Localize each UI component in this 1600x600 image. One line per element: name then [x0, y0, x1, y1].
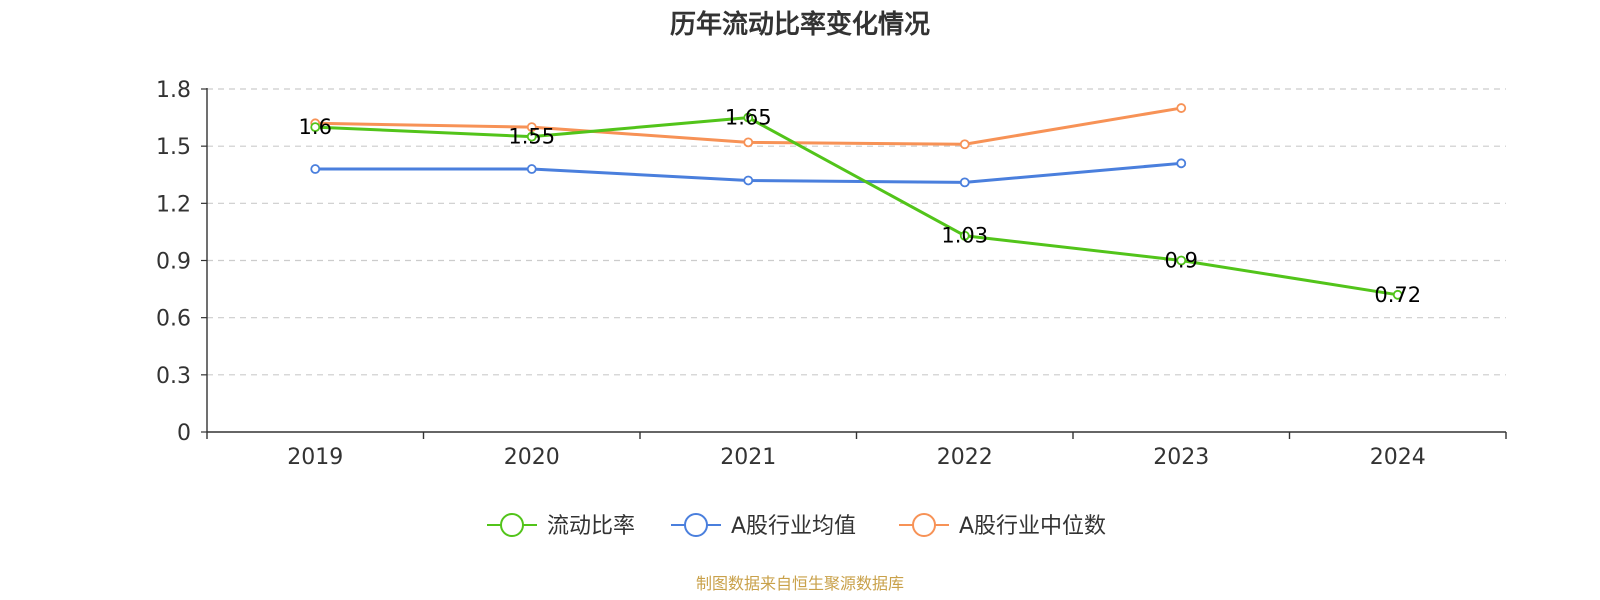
- legend: 流动比率 A股行业均值 A股行业中位数: [487, 513, 1106, 539]
- data-point: [1176, 255, 1187, 266]
- y-tick-label: 0.9: [156, 250, 191, 275]
- data-label: 1.55: [508, 125, 555, 149]
- data-labels: 1.6 1.55 1.65 1.03 0.9 0.72: [299, 106, 1422, 307]
- series-2: [310, 103, 1187, 150]
- legend-label: 流动比率: [547, 514, 635, 539]
- data-point: [959, 139, 970, 150]
- y-tick-label: 0.6: [156, 307, 191, 332]
- data-point: [310, 164, 321, 174]
- y-tick-label: 0.3: [156, 364, 191, 389]
- legend-marker: [500, 513, 524, 537]
- grid-lines: [207, 88, 1506, 376]
- y-tick-label: 1.5: [156, 135, 191, 160]
- source-note: 制图数据来自恒生聚源数据库: [696, 574, 904, 593]
- axes: 0 0.3 0.6 0.9 1.2 1.5 1.8 2019 2020 2021 2022 2023 2…: [156, 78, 1507, 470]
- chart-title: 历年流动比率变化情况: [670, 9, 930, 40]
- data-point: [526, 122, 537, 133]
- legend-label: A股行业中位数: [959, 514, 1106, 539]
- data-point: [310, 122, 321, 133]
- y-tick-label: 0: [177, 421, 191, 446]
- legend-label: A股行业均值: [731, 514, 856, 539]
- data-point: [1392, 289, 1403, 300]
- data-point: [1176, 158, 1187, 169]
- series-group: [310, 103, 1403, 300]
- series-line: [315, 116, 1398, 297]
- y-tick-label: 1.8: [156, 78, 191, 103]
- x-tick-label: 2019: [287, 445, 343, 470]
- series-1: [310, 158, 1187, 188]
- legend-item: A股行业均值: [671, 513, 856, 539]
- x-tick-label: 2022: [937, 445, 993, 470]
- legend-marker: [684, 513, 708, 537]
- x-tick-label: 2024: [1370, 445, 1426, 470]
- data-label: 1.03: [941, 224, 988, 248]
- data-point: [743, 137, 754, 148]
- data-label: 1.65: [725, 106, 772, 130]
- x-tick-label: 2021: [720, 445, 776, 470]
- data-point: [526, 164, 537, 174]
- data-point: [1176, 103, 1187, 113]
- x-tick-label: 2020: [504, 445, 560, 470]
- legend-marker: [912, 513, 936, 537]
- y-tick-label: 1.2: [156, 192, 191, 217]
- data-point: [959, 177, 970, 188]
- data-label: 0.72: [1374, 283, 1421, 307]
- series-0: [310, 112, 1403, 300]
- data-point: [743, 112, 754, 123]
- data-label: 0.9: [1165, 249, 1198, 273]
- x-tick-label: 2023: [1153, 445, 1209, 470]
- legend-item: A股行业中位数: [899, 513, 1106, 539]
- data-point: [526, 131, 537, 142]
- data-point: [743, 175, 754, 186]
- legend-item: 流动比率: [487, 513, 635, 539]
- data-label: 1.6: [299, 115, 332, 139]
- data-point: [959, 230, 970, 241]
